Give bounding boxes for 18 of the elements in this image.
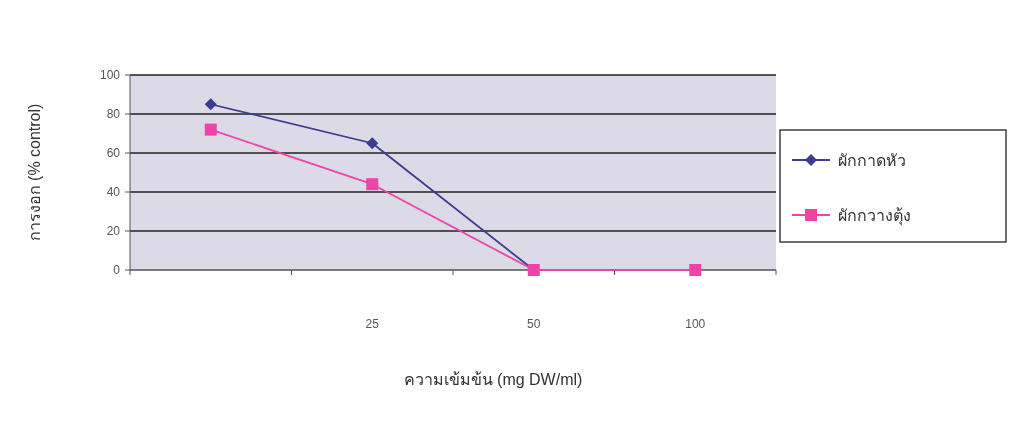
x-tick-label: 50: [527, 317, 541, 331]
point: [204, 98, 217, 111]
y-tick-label: 80: [106, 107, 121, 121]
point: [204, 123, 217, 136]
point: [366, 178, 379, 191]
y-tick-label: 40: [106, 185, 121, 199]
y-tick-label: 20: [106, 224, 121, 238]
point: [689, 264, 702, 276]
legend-label: ผักกวางตุ้ง: [838, 207, 911, 226]
x-axis-title: ความเข้มข้น (mg DW/ml): [403, 371, 583, 388]
x-tick-label: 25: [365, 317, 380, 331]
y-tick-label: 0: [113, 263, 121, 277]
x-tick-label: 100: [685, 317, 706, 331]
y-axis-title: การงอก (% control): [26, 103, 43, 242]
legend-label: ผักกาดหัว: [838, 152, 906, 169]
point: [366, 137, 379, 150]
y-tick-label: 60: [106, 146, 121, 160]
y-tick-label: 100: [99, 68, 121, 82]
